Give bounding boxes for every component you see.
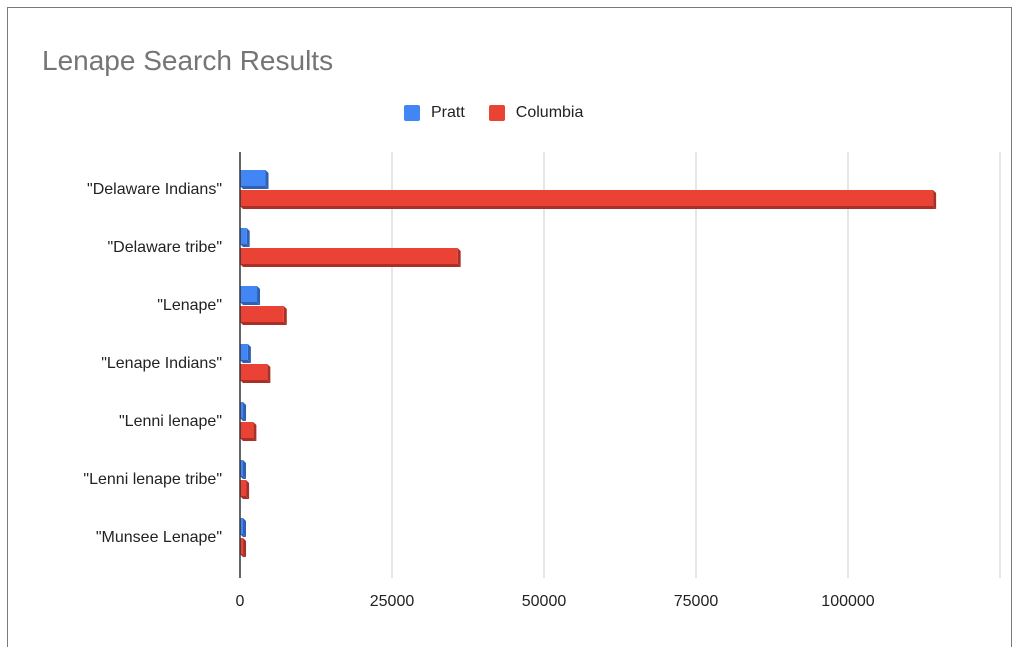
bar-face-columbia-3 xyxy=(240,364,268,380)
bar-columbia-0[interactable] xyxy=(240,190,937,209)
bar-side-columbia-4 xyxy=(253,422,257,441)
bar-side-pratt-0 xyxy=(265,170,269,189)
bar-face-columbia-1 xyxy=(240,248,458,264)
bar-face-pratt-1 xyxy=(240,228,247,244)
bar-side-pratt-2 xyxy=(257,286,261,305)
bar-pratt-3[interactable] xyxy=(240,344,251,363)
x-tick-label-1: 25000 xyxy=(370,593,415,610)
bar-bottom-columbia-0 xyxy=(240,206,937,209)
y-category-label-4: "Lenni lenape" xyxy=(119,413,222,430)
bar-side-columbia-6 xyxy=(243,538,247,557)
bar-bottom-pratt-0 xyxy=(240,186,269,189)
bar-bottom-pratt-1 xyxy=(240,244,250,247)
bar-face-pratt-4 xyxy=(240,402,244,418)
y-category-label-1: "Delaware tribe" xyxy=(107,239,222,256)
bar-side-columbia-0 xyxy=(933,190,937,209)
y-category-label-3: "Lenape Indians" xyxy=(101,355,222,372)
legend-label-pratt: Pratt xyxy=(431,104,465,121)
bar-face-pratt-6 xyxy=(240,518,243,534)
legend-swatch-pratt xyxy=(404,105,420,121)
bar-side-columbia-5 xyxy=(246,480,250,499)
bar-pratt-6[interactable] xyxy=(240,518,246,537)
x-tick-label-4: 100000 xyxy=(821,593,874,610)
bar-face-columbia-2 xyxy=(240,306,284,322)
bar-pratt-5[interactable] xyxy=(240,460,246,479)
bar-side-pratt-6 xyxy=(243,518,246,537)
bar-face-pratt-5 xyxy=(240,460,243,476)
bar-columbia-5[interactable] xyxy=(240,480,250,499)
bar-bottom-pratt-2 xyxy=(240,302,261,305)
chart-legend: Pratt Columbia xyxy=(404,104,607,122)
bar-bottom-pratt-3 xyxy=(240,360,251,363)
bar-bottom-pratt-6 xyxy=(240,534,246,537)
y-category-label-2: "Lenape" xyxy=(157,297,222,314)
legend-swatch-columbia xyxy=(488,105,505,121)
legend-item-columbia[interactable]: Columbia xyxy=(488,104,584,122)
chart-title: Lenape Search Results xyxy=(42,45,334,76)
bar-columbia-4[interactable] xyxy=(240,422,257,441)
bar-bottom-pratt-5 xyxy=(240,476,246,479)
bar-bottom-columbia-5 xyxy=(240,496,250,499)
bar-columbia-2[interactable] xyxy=(240,306,287,325)
bar-pratt-2[interactable] xyxy=(240,286,261,305)
y-category-label-6: "Munsee Lenape" xyxy=(96,529,222,546)
bar-bottom-columbia-6 xyxy=(240,554,247,557)
legend-label-columbia: Columbia xyxy=(515,104,584,121)
bar-columbia-3[interactable] xyxy=(240,364,271,383)
y-category-label-0: "Delaware Indians" xyxy=(87,181,222,198)
x-tick-label-3: 75000 xyxy=(674,593,719,610)
y-category-label-5: "Lenni lenape tribe" xyxy=(83,471,222,488)
bar-face-columbia-6 xyxy=(240,538,244,554)
bar-face-pratt-0 xyxy=(240,170,266,186)
bar-pratt-4[interactable] xyxy=(240,402,247,421)
bar-side-pratt-3 xyxy=(247,344,251,363)
x-tick-label-2: 50000 xyxy=(522,593,567,610)
bar-bottom-columbia-2 xyxy=(240,322,287,325)
bar-face-pratt-2 xyxy=(240,286,258,302)
bar-columbia-6[interactable] xyxy=(240,538,247,557)
bar-face-columbia-5 xyxy=(240,480,247,496)
bar-side-columbia-2 xyxy=(283,306,287,325)
bar-face-pratt-3 xyxy=(240,344,248,360)
bar-side-columbia-3 xyxy=(267,364,271,383)
bar-side-columbia-1 xyxy=(457,248,461,267)
bar-bottom-columbia-1 xyxy=(240,264,461,267)
legend-item-pratt[interactable]: Pratt xyxy=(404,104,465,122)
bar-side-pratt-1 xyxy=(246,228,250,247)
bar-bottom-pratt-4 xyxy=(240,418,247,421)
bar-face-columbia-4 xyxy=(240,422,254,438)
bar-face-columbia-0 xyxy=(240,190,934,206)
bar-side-pratt-5 xyxy=(243,460,246,479)
bar-side-pratt-4 xyxy=(243,402,247,421)
chart-frame xyxy=(7,7,1012,647)
bar-pratt-0[interactable] xyxy=(240,170,269,189)
bar-pratt-1[interactable] xyxy=(240,228,250,247)
bar-bottom-columbia-3 xyxy=(240,380,271,383)
x-tick-label-0: 0 xyxy=(236,593,245,610)
bar-columbia-1[interactable] xyxy=(240,248,461,267)
bar-bottom-columbia-4 xyxy=(240,438,257,441)
